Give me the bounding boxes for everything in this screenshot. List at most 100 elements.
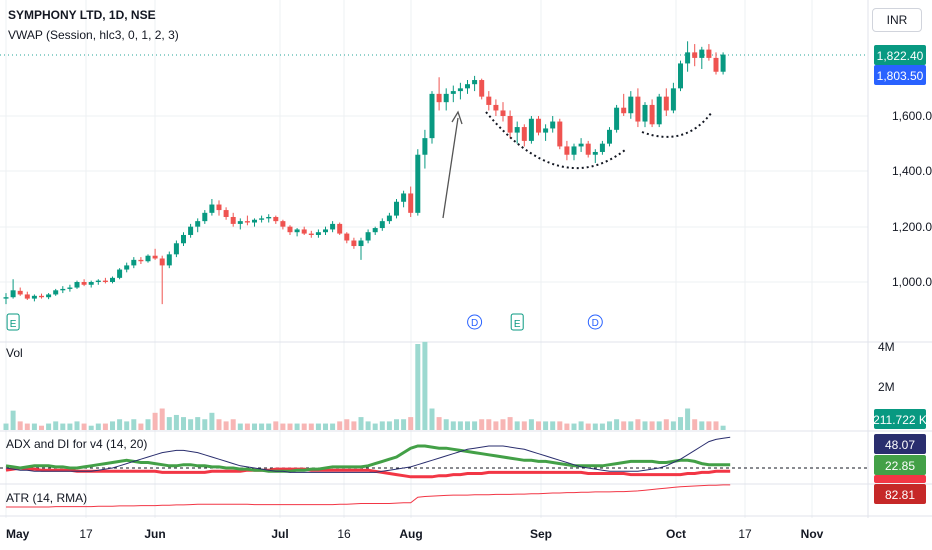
candle bbox=[102, 277, 108, 284]
candle-body bbox=[628, 96, 634, 114]
volume-badge bbox=[874, 409, 926, 429]
candle bbox=[166, 251, 172, 269]
volume-bar bbox=[621, 421, 627, 430]
candle bbox=[188, 223, 194, 238]
volume-bar bbox=[415, 344, 421, 430]
candle bbox=[195, 218, 201, 233]
volume-bar bbox=[642, 421, 648, 430]
candle-body bbox=[344, 233, 350, 241]
candle-body bbox=[287, 226, 293, 233]
candle-body bbox=[315, 232, 321, 235]
candle bbox=[181, 232, 186, 247]
candle bbox=[365, 229, 371, 244]
volume-bar bbox=[607, 421, 612, 430]
candle bbox=[216, 200, 222, 216]
candle-body bbox=[422, 138, 428, 155]
volume-pane-label: Vol bbox=[6, 346, 23, 360]
candle bbox=[209, 199, 215, 216]
candle-body bbox=[60, 288, 66, 291]
candle bbox=[301, 226, 307, 235]
candle-body bbox=[394, 201, 399, 216]
candle bbox=[706, 44, 712, 61]
volume-bar bbox=[287, 423, 293, 430]
candle bbox=[266, 214, 272, 223]
volume-bar bbox=[500, 419, 506, 430]
candle bbox=[358, 237, 364, 260]
volume-bar bbox=[323, 423, 328, 430]
adx-line bbox=[5, 436, 731, 473]
candle-body bbox=[237, 221, 243, 224]
candle bbox=[17, 287, 23, 296]
candle-body bbox=[81, 282, 87, 285]
candle-body bbox=[3, 297, 9, 299]
candle bbox=[337, 222, 343, 235]
volume-bar bbox=[209, 412, 215, 430]
volume-bar bbox=[237, 423, 243, 430]
time-axis-tick: Oct bbox=[666, 527, 686, 541]
volume-bar bbox=[528, 419, 534, 430]
volume-bar bbox=[592, 423, 598, 430]
atr-line bbox=[6, 484, 731, 508]
annotation-cup-curve bbox=[485, 111, 626, 170]
volume-bar bbox=[3, 423, 9, 430]
volume-bar bbox=[493, 421, 499, 430]
candle-body bbox=[74, 282, 80, 288]
volume-bar bbox=[252, 423, 257, 430]
candle bbox=[614, 104, 620, 133]
time-axis-tick: Jun bbox=[144, 527, 165, 541]
volume-bar bbox=[386, 421, 392, 430]
candle bbox=[635, 88, 641, 128]
candle-body bbox=[443, 93, 449, 103]
time-axis-tick: Aug bbox=[399, 527, 422, 541]
candle bbox=[607, 127, 612, 147]
volume-bar bbox=[656, 421, 662, 430]
candle-body bbox=[102, 280, 108, 282]
candle-body bbox=[280, 221, 286, 227]
candle bbox=[571, 143, 577, 161]
volume-bar bbox=[315, 423, 321, 430]
vwap-legend: VWAP (Session, hlc3, 0, 1, 2, 3) bbox=[8, 28, 179, 42]
time-axis-tick: 16 bbox=[337, 527, 351, 541]
candle-body bbox=[223, 210, 229, 217]
candle bbox=[244, 215, 250, 226]
candle-body bbox=[124, 265, 130, 270]
adx-pane-label: ADX and DI for v4 (14, 20) bbox=[6, 437, 147, 451]
candle bbox=[88, 280, 94, 288]
volume-axis-tick: 4M bbox=[878, 340, 895, 354]
candle bbox=[31, 294, 37, 302]
candle bbox=[159, 255, 165, 305]
candle bbox=[578, 138, 584, 152]
volume-bar bbox=[95, 423, 101, 430]
candle-body bbox=[173, 243, 179, 255]
candle bbox=[95, 279, 101, 285]
candle bbox=[599, 140, 605, 155]
candle-body bbox=[401, 193, 407, 202]
volume-bar bbox=[486, 419, 492, 430]
candle bbox=[663, 88, 669, 116]
volume-bar bbox=[678, 417, 683, 430]
volume-bar bbox=[81, 423, 87, 430]
di-plus-line bbox=[5, 444, 731, 473]
volume-bar bbox=[273, 421, 279, 430]
candle-body bbox=[706, 49, 712, 58]
candle bbox=[628, 91, 634, 119]
candle-body bbox=[557, 121, 563, 147]
candle-body bbox=[365, 232, 371, 241]
candle-body bbox=[110, 277, 115, 282]
volume-bar bbox=[280, 423, 286, 430]
candle bbox=[330, 221, 336, 233]
currency-selector[interactable]: INR bbox=[872, 8, 922, 32]
candle-body bbox=[273, 216, 279, 222]
volume-bar bbox=[53, 421, 59, 430]
annotation-arrow bbox=[442, 117, 459, 219]
candle bbox=[259, 215, 265, 223]
candle-body bbox=[216, 204, 222, 211]
volume-bar bbox=[365, 421, 371, 430]
candle-body bbox=[592, 151, 598, 155]
candle bbox=[230, 212, 236, 227]
candle-body bbox=[202, 212, 208, 222]
candle bbox=[294, 228, 300, 237]
candle bbox=[81, 279, 87, 287]
candle-body bbox=[10, 290, 16, 298]
